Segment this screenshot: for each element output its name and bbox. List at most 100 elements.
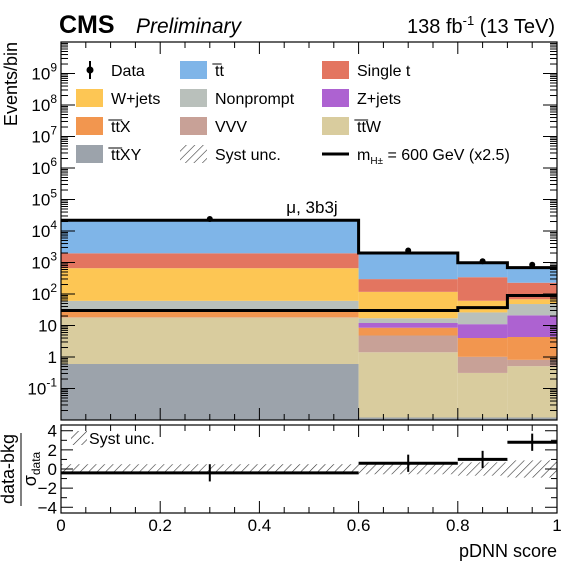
stack-bar-3-bin-1: [359, 328, 458, 336]
stack-bar-4-bin-2: [458, 324, 508, 338]
x-tick-label-2: 0.4: [248, 516, 272, 535]
legend-swatch: [322, 89, 349, 107]
ratio-y-tick-label-4: 4: [48, 422, 57, 441]
stack-bar-5-bin-1: [359, 318, 458, 323]
preliminary-label: Preliminary: [136, 15, 243, 38]
stack-bar-5-bin-2: [458, 312, 508, 324]
stack-bar-7-bin-1: [359, 279, 458, 292]
y-tick-exponent: -1: [46, 376, 57, 390]
data-point-1: [405, 248, 411, 254]
legend-label: Single t: [357, 63, 411, 80]
legend-hatch-swatch: [180, 145, 207, 163]
legend-label: mH± = 600 GeV (x2.5): [357, 147, 510, 167]
legend-label: t̅t: [212, 63, 224, 80]
y-tick-label-0: 10-1: [27, 376, 57, 399]
stack-bar-4-bin-3: [507, 315, 557, 337]
legend-label-main: Z+jets: [357, 91, 401, 108]
legend-label: t̅t̅X: [108, 119, 131, 136]
legend-label: Nonprompt: [215, 91, 295, 108]
legend-label: Syst unc.: [215, 147, 281, 164]
channel-label: μ, 3b3j: [286, 198, 337, 217]
legend-label-main: t̅t̅X: [108, 119, 131, 136]
y-tick-label-7: 106: [31, 155, 57, 178]
y-tick-base: 10: [38, 317, 57, 336]
legend-label-main: W+jets: [111, 91, 160, 108]
stack-bar-3-bin-2: [458, 338, 508, 357]
legend-entry-11: mH± = 600 GeV (x2.5): [322, 147, 510, 167]
ratio-point-3: [507, 434, 557, 451]
legend-entry-6: t̅t̅X: [76, 117, 131, 136]
legend-label-main: Single t: [357, 63, 411, 80]
legend-entry-1: t̅t: [180, 61, 224, 80]
x-axis-title: pDNN score: [459, 541, 557, 561]
legend-label-main: t̅t: [212, 63, 224, 80]
legend-swatch: [76, 89, 103, 107]
x-tick-label-5: 1: [552, 516, 561, 535]
stack-bar-0-bin-0: [61, 364, 359, 420]
y-tick-base: 10: [27, 380, 46, 399]
stack-bar-7-bin-0: [61, 253, 359, 268]
y-axis-title: Events/bin: [1, 42, 21, 126]
lumi-label: 138 fb-1 (13 TeV): [407, 13, 555, 38]
y-tick-exponent: 6: [50, 155, 57, 169]
legend: Data t̅t Single t W+jets Nonprompt Z+jets t̅t̅…: [76, 61, 510, 167]
stack-bar-6-bin-1: [359, 292, 458, 318]
data-point-0: [207, 216, 213, 222]
legend-label: Data: [111, 63, 145, 80]
ratio-legend-label: Syst unc.: [89, 431, 155, 448]
stack-bar-6-bin-3: [507, 299, 557, 304]
legend-swatch: [180, 117, 207, 135]
ratio-y-title-denominator: σdata: [20, 451, 43, 486]
y-tick-base: 10: [31, 285, 50, 304]
x-tick-label-1: 0.2: [148, 516, 172, 535]
legend-label-main: Data: [111, 63, 145, 80]
ratio-y-tick-label-0: −4: [38, 498, 57, 517]
y-tick-base: 10: [31, 65, 50, 84]
y-tick-base: 10: [31, 191, 50, 210]
legend-swatch: [180, 89, 207, 107]
stack-bar-6-bin-0: [61, 268, 359, 301]
y-tick-label-10: 109: [31, 61, 57, 84]
stack-bar-2-bin-3: [507, 360, 557, 366]
cms-label: CMS: [59, 11, 115, 39]
y-tick-exponent: 9: [50, 61, 57, 75]
legend-label-sub: H±: [370, 156, 383, 167]
ratio-y-tick-label-3: 2: [48, 441, 57, 460]
legend-label-main: Syst unc.: [215, 147, 281, 164]
y-tick-base: 10: [31, 254, 50, 273]
stack-bar-1-bin-2: [458, 373, 508, 418]
legend-label-main: t̅t̅W: [354, 119, 382, 136]
x-tick-label-4: 0.8: [446, 516, 470, 535]
stack-bar-3-bin-3: [507, 337, 557, 360]
legend-entry-4: Nonprompt: [180, 89, 295, 108]
stack-bar-8-bin-2: [458, 263, 508, 277]
y-tick-base: 1: [48, 348, 57, 367]
ratio-y-tick-label-1: −2: [38, 479, 57, 498]
stack-bar-8-bin-0: [61, 220, 359, 253]
stack-group: [61, 220, 557, 420]
legend-label-main: t̅t̅XY: [108, 147, 142, 164]
y-tick-base: 10: [31, 222, 50, 241]
stack-bar-2-bin-1: [359, 336, 458, 353]
data-point-2: [480, 258, 486, 264]
stack-bar-1-bin-1: [359, 352, 458, 417]
legend-label-main: Nonprompt: [215, 91, 295, 108]
legend-label: W+jets: [111, 91, 160, 108]
legend-label: VVV: [215, 119, 247, 136]
y-tick-label-8: 107: [31, 124, 57, 147]
legend-swatch: [76, 117, 103, 135]
y-tick-label-6: 105: [31, 187, 57, 210]
y-tick-exponent: 7: [50, 124, 57, 138]
stack-bar-5-bin-0: [61, 301, 359, 309]
y-tick-label-4: 103: [31, 250, 57, 273]
y-tick-exponent: 3: [50, 250, 57, 264]
legend-entry-8: t̅t̅W: [322, 117, 382, 136]
y-tick-label-9: 108: [31, 92, 57, 115]
stack-bar-1-bin-0: [61, 318, 359, 364]
legend-swatch: [180, 61, 207, 79]
lumi-energy: (13 TeV): [474, 16, 555, 38]
y-tick-base: 10: [31, 96, 50, 115]
stack-bar-5-bin-3: [507, 304, 557, 315]
